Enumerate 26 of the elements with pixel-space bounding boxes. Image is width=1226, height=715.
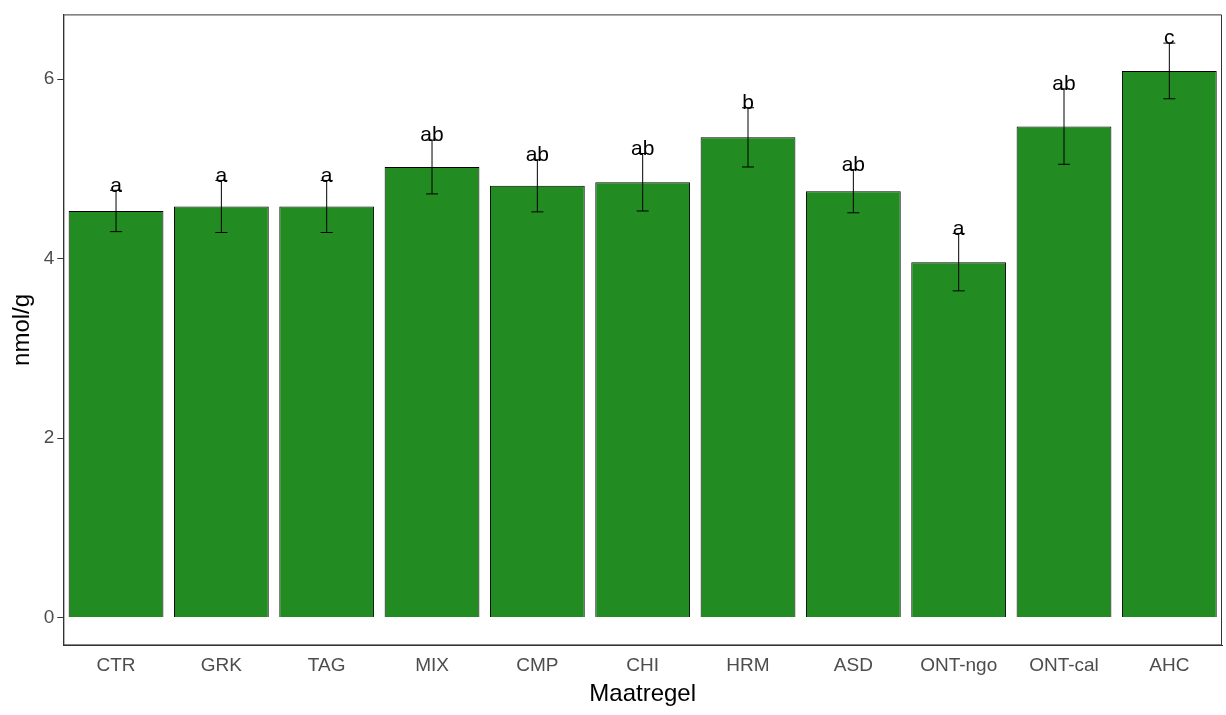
- annotation: a: [952, 215, 965, 239]
- annotation: a: [215, 162, 228, 186]
- x-tick-label: CHI: [626, 654, 660, 676]
- y-tick-label: 0: [43, 605, 55, 627]
- x-tick-label: ONT-cal: [1029, 654, 1099, 676]
- x-tick-label: HRM: [726, 654, 770, 676]
- x-tick-label: GRK: [200, 654, 243, 676]
- y-tick-label: 4: [43, 246, 55, 268]
- annotation: ab: [1052, 71, 1076, 95]
- y-axis-title: nmol/g: [7, 293, 35, 366]
- x-tick-label: AHC: [1149, 654, 1190, 676]
- x-tick-label: ASD: [833, 654, 873, 676]
- x-axis-title: Maatregel: [589, 679, 697, 707]
- annotation: c: [1164, 25, 1175, 49]
- annotation: ab: [525, 142, 550, 166]
- annotation: ab: [841, 151, 866, 175]
- y-tick-label: 2: [43, 426, 55, 448]
- x-tick-label: TAG: [307, 654, 346, 676]
- x-tick-label: MIX: [415, 654, 450, 676]
- annotation: ab: [420, 122, 444, 146]
- annotation: a: [320, 162, 333, 186]
- x-tick-label: ONT-ngo: [920, 654, 998, 676]
- x-tick-label: CTR: [96, 654, 136, 676]
- annotation: a: [110, 172, 123, 196]
- y-tick-label: 6: [43, 67, 55, 89]
- x-tick-label: CMP: [516, 654, 559, 676]
